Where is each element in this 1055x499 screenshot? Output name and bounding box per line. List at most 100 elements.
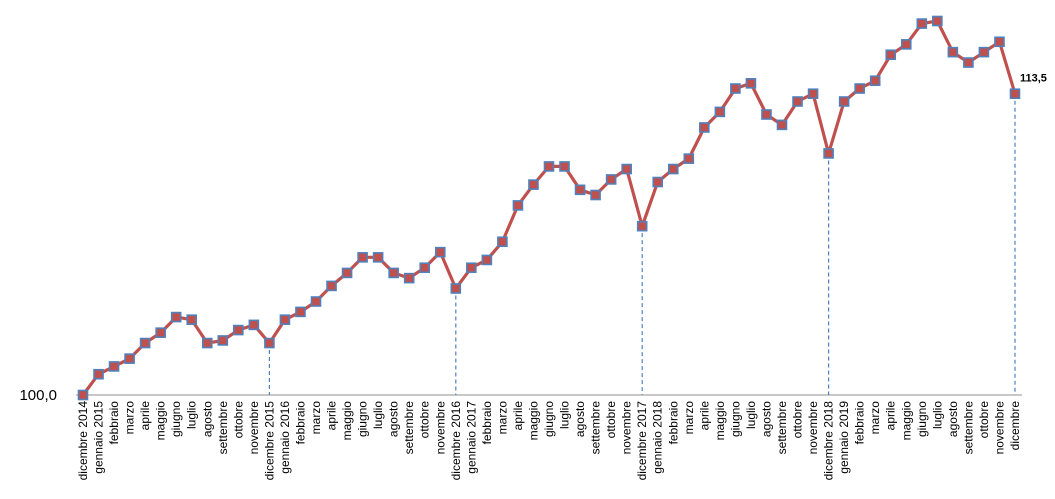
data-point <box>885 49 897 61</box>
x-tick-label: agosto <box>573 401 587 437</box>
x-tick-label: febbraio <box>294 401 308 445</box>
x-tick-label: dicembre 2016 <box>449 401 463 481</box>
x-tick-label: gennaio 2018 <box>651 401 665 474</box>
data-point <box>776 119 788 131</box>
data-point <box>186 314 198 325</box>
x-tick-label: gennaio 2016 <box>278 401 292 474</box>
data-point <box>807 88 819 100</box>
x-tick-label: settembre <box>216 401 230 455</box>
data-point <box>963 57 974 68</box>
data-point <box>683 153 695 164</box>
end-value-label: 113,5 <box>1020 73 1047 85</box>
x-tick-label: giugno <box>542 401 556 437</box>
x-tick-label: ottobre <box>231 401 245 439</box>
data-point <box>466 262 477 274</box>
data-point <box>450 283 462 294</box>
data-point <box>854 83 865 94</box>
data-point <box>77 389 89 401</box>
x-tick-label: maggio <box>899 401 913 441</box>
x-tick-label: dicembre <box>1008 401 1022 451</box>
data-point <box>295 306 306 318</box>
data-point <box>357 252 368 263</box>
x-tick-label: novembre <box>247 401 261 455</box>
x-tick-label: ottobre <box>418 401 432 439</box>
x-tick-label: marzo <box>123 401 137 435</box>
x-tick-label: novembre <box>620 401 634 455</box>
data-point <box>279 314 291 325</box>
data-point <box>699 122 710 133</box>
data-point <box>108 361 120 372</box>
data-point <box>714 106 726 118</box>
data-point <box>559 161 570 172</box>
data-point <box>652 176 664 188</box>
data-point <box>667 163 679 175</box>
x-tick-label: gennaio 2015 <box>92 401 106 474</box>
x-tick-label: febbraio <box>480 401 494 445</box>
x-tick-label: agosto <box>200 401 214 437</box>
x-tick-label: maggio <box>340 401 354 441</box>
x-tick-label: luglio <box>185 401 199 429</box>
data-point <box>900 39 912 50</box>
data-point <box>481 254 493 266</box>
x-tick-label: novembre <box>993 401 1007 455</box>
data-point <box>248 319 260 331</box>
x-tick-label: giugno <box>356 401 370 437</box>
data-point <box>264 337 275 349</box>
x-tick-label: dicembre 2017 <box>635 401 649 481</box>
x-tick-label: agosto <box>760 401 774 437</box>
data-point <box>978 46 990 58</box>
x-tick-label: marzo <box>682 401 696 435</box>
data-point <box>916 18 928 29</box>
data-point <box>730 83 741 94</box>
data-point <box>512 200 524 211</box>
x-tick-label: luglio <box>930 401 944 429</box>
data-point <box>636 220 648 232</box>
x-tick-label: aprile <box>325 401 339 431</box>
data-point <box>341 267 353 279</box>
x-tick-label: dicembre 2014 <box>76 401 90 481</box>
data-points <box>77 15 1021 401</box>
x-tick-label: giugno <box>169 401 183 437</box>
x-tick-label: settembre <box>402 401 416 455</box>
x-tick-label: aprile <box>138 401 152 431</box>
data-point <box>201 337 213 349</box>
x-tick-label: maggio <box>527 401 541 441</box>
data-point <box>217 335 229 346</box>
data-point <box>326 280 337 292</box>
x-tick-label: maggio <box>154 401 168 441</box>
x-tick-label: aprile <box>511 401 525 431</box>
data-point <box>605 174 617 185</box>
x-tick-label: luglio <box>371 401 385 429</box>
x-tick-label: maggio <box>713 401 727 441</box>
data-point <box>1009 88 1021 100</box>
labels: 100,0 113,5 <box>19 73 1046 404</box>
x-tick-label: settembre <box>589 401 603 455</box>
data-point <box>388 267 399 279</box>
data-point <box>761 109 772 120</box>
data-point <box>745 78 757 89</box>
x-tick-label: aprile <box>697 401 711 431</box>
x-tick-label: giugno <box>915 401 929 437</box>
data-point <box>310 296 322 307</box>
data-point <box>574 184 586 196</box>
data-point <box>372 252 384 263</box>
data-point <box>497 236 508 248</box>
drop-lines <box>268 93 1016 395</box>
data-point <box>792 96 803 107</box>
data-point <box>621 163 632 175</box>
data-point <box>170 311 182 323</box>
data-point <box>543 161 555 172</box>
data-point <box>528 179 539 190</box>
x-tick-label: agosto <box>387 401 401 437</box>
x-tick-label: marzo <box>495 401 509 435</box>
x-tick-label: febbraio <box>666 401 680 445</box>
data-point <box>947 46 959 58</box>
x-tick-label: ottobre <box>977 401 991 439</box>
x-tick-label: febbraio <box>107 401 121 445</box>
x-tick-label: novembre <box>806 401 820 455</box>
x-tick-label: novembre <box>433 401 447 455</box>
data-point <box>823 148 834 159</box>
x-tick-label: dicembre 2018 <box>822 401 836 481</box>
x-tick-label: aprile <box>884 401 898 431</box>
